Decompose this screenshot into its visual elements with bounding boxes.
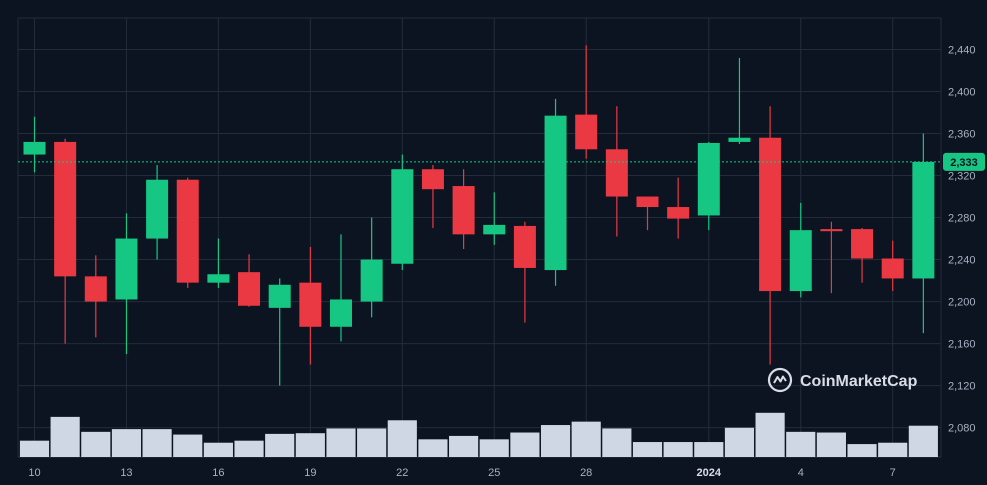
volume-bar (571, 421, 601, 457)
candle-body (728, 137, 751, 142)
price-tick-label: 2,320 (948, 171, 976, 183)
date-tick-label: 2024 (697, 467, 722, 479)
candle-body (207, 274, 230, 283)
current-price-tag (943, 152, 985, 171)
volume-bar (786, 431, 816, 457)
candle-body (820, 229, 843, 232)
volume-bar (234, 440, 264, 457)
volume-bar (755, 412, 785, 457)
volume-bar (632, 442, 663, 457)
volume-bar (265, 433, 295, 457)
volume-bar (479, 439, 509, 457)
volume-bar (908, 425, 938, 457)
candle-body (299, 282, 322, 327)
volume-bar (111, 429, 142, 457)
candle-body (605, 149, 628, 197)
price-tick-label: 2,360 (948, 129, 976, 141)
volume-bar (418, 439, 448, 457)
candle-body (697, 142, 720, 216)
date-tick-label: 7 (890, 467, 896, 479)
volume-bar (295, 433, 325, 457)
price-tick-label: 2,440 (948, 45, 976, 57)
candle-body (146, 179, 169, 239)
current-price-label: 2,333 (950, 157, 978, 169)
candle-body (851, 229, 874, 259)
volume-bar (203, 442, 233, 457)
candle-body (360, 259, 383, 302)
grid-lines (17, 17, 942, 458)
volume-bar (50, 416, 80, 457)
date-axis: 10 13 16 19 22 25 28 2024 4 7 (28, 467, 895, 479)
volume-bar (173, 434, 203, 457)
volume-bar (724, 427, 755, 457)
candle-body (544, 115, 567, 271)
candle-body (667, 207, 690, 219)
current-price-indicator: 2,333 (18, 152, 985, 171)
candle-body (23, 141, 46, 155)
candle-body (330, 299, 352, 327)
date-tick-label: 22 (396, 467, 408, 479)
date-tick-label: 28 (580, 467, 592, 479)
price-tick-label: 2,400 (948, 87, 976, 99)
candles (23, 45, 935, 386)
watermark-text: CoinMarketCap (800, 373, 918, 390)
price-axis: 2,080 2,120 2,160 2,200 2,240 2,280 2,320 2,360… (948, 45, 976, 435)
candle-body (238, 272, 261, 306)
volume-bar (540, 425, 571, 457)
coinmarketcap-logo-mark (773, 375, 787, 384)
candle-body (54, 141, 77, 277)
candle-body (391, 169, 414, 264)
date-tick-label: 13 (120, 467, 132, 479)
candle-body (115, 238, 138, 300)
price-tick-label: 2,200 (948, 297, 976, 309)
volume-bar (847, 444, 877, 457)
price-tick-label: 2,240 (948, 255, 976, 267)
volume-bar (357, 428, 387, 457)
candle-body (268, 284, 291, 308)
watermark: CoinMarketCap (767, 367, 918, 393)
candle-body (789, 230, 812, 292)
volume-bar (663, 442, 693, 457)
volume-bar (510, 432, 540, 457)
date-tick-label: 25 (488, 467, 500, 479)
date-tick-label: 10 (28, 467, 40, 479)
candle-body (636, 196, 659, 208)
price-tick-label: 2,280 (948, 213, 976, 225)
volume-bar (694, 442, 724, 457)
candle-body (759, 137, 782, 292)
date-tick-label: 19 (304, 467, 316, 479)
volume-bars (19, 412, 938, 457)
volume-bar (326, 428, 356, 457)
date-tick-label: 16 (212, 467, 224, 479)
candle-body (513, 225, 536, 268)
date-tick-label: 4 (798, 467, 804, 479)
coinmarketcap-logo-icon (767, 367, 793, 393)
price-tick-label: 2,080 (948, 423, 976, 435)
candle-body (84, 276, 107, 302)
price-tick-label: 2,120 (948, 381, 976, 393)
candle-body (452, 186, 475, 235)
volume-bar (449, 435, 479, 457)
candle-body (176, 179, 199, 283)
candle-body (912, 161, 935, 279)
volume-bar (816, 432, 846, 457)
candle-body (483, 224, 506, 235)
volume-bar (878, 442, 908, 457)
price-tick-label: 2,160 (948, 339, 976, 351)
candle-body (881, 258, 904, 279)
volume-bar (142, 429, 172, 457)
candle-body (421, 169, 444, 190)
volume-bar (81, 431, 111, 457)
volume-bar (602, 428, 632, 457)
volume-bar (19, 440, 50, 457)
candle-body (575, 114, 598, 150)
volume-bar (387, 420, 417, 457)
